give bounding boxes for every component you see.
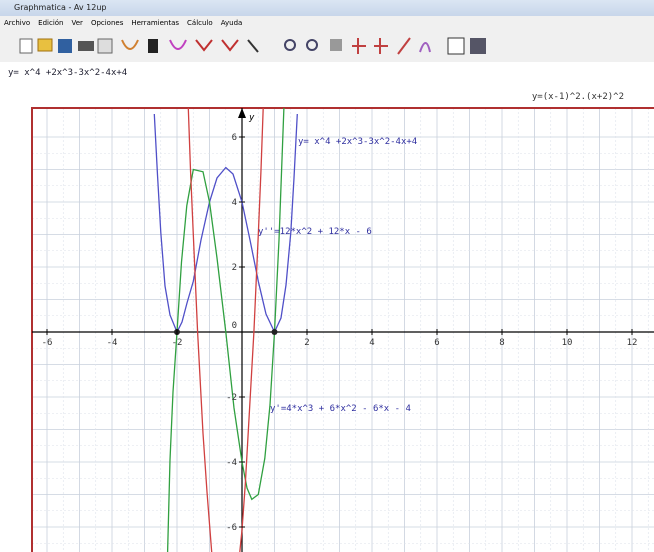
- y-tick-label: -6: [226, 523, 237, 533]
- y-tick-label: 2: [232, 263, 237, 273]
- tool-save[interactable]: [58, 39, 72, 53]
- tool-line[interactable]: [398, 38, 410, 54]
- tool-deriv[interactable]: [170, 40, 186, 49]
- curve-function: [154, 114, 297, 332]
- x-tick-label: -6: [42, 338, 53, 348]
- y-tick-label: -2: [226, 393, 237, 403]
- menu-item[interactable]: Ayuda: [221, 16, 243, 30]
- tool-table[interactable]: [148, 39, 158, 53]
- equation-input[interactable]: y= x^4 +2x^3-3x^2-4x+4: [0, 64, 654, 82]
- menu-item[interactable]: Cálculo: [187, 16, 213, 30]
- tick-labels: -6 -4 -2 2 4 6 8 10 12 6 4 2 0 -2 -4 -6: [42, 133, 638, 533]
- x-tick-label: 12: [627, 338, 638, 348]
- root-point: [174, 329, 180, 335]
- graph: y y= x^4 +2x^3-3x^2-4x+4 y''=12*x^2 + 12…: [0, 0, 654, 552]
- y-tick-label: 0: [232, 321, 237, 331]
- y-tick-label: 4: [232, 198, 237, 208]
- root-point: [272, 329, 278, 335]
- graph-frame: [32, 108, 654, 552]
- x-tick-label: -4: [107, 338, 118, 348]
- x-tick-label: -2: [172, 338, 183, 348]
- graphmatica-window: Graphmatica - Av 12up Archivo Edición Ve…: [0, 0, 654, 552]
- menu-item[interactable]: Herramientas: [131, 16, 179, 30]
- tool-zoom-out[interactable]: [307, 40, 317, 50]
- tool-new[interactable]: [20, 39, 32, 53]
- tool-grid[interactable]: [330, 39, 342, 51]
- title-bar: Graphmatica - Av 12up: [0, 0, 654, 16]
- menu-item[interactable]: Opciones: [91, 16, 123, 30]
- menu-bar: Archivo Edición Ver Opciones Herramienta…: [0, 16, 654, 30]
- tool-axes[interactable]: [352, 38, 366, 54]
- y-axis-name: y: [248, 113, 255, 123]
- x-tick-label: 6: [434, 338, 439, 348]
- tool-integral[interactable]: [420, 43, 430, 52]
- curve-second-derivative: [188, 108, 211, 552]
- tool-view[interactable]: [470, 38, 486, 54]
- x-tick-label: 10: [562, 338, 573, 348]
- menu-item[interactable]: Archivo: [4, 16, 30, 30]
- window-title: Graphmatica - Av 12up: [14, 3, 106, 12]
- menu-item[interactable]: Ver: [72, 16, 83, 30]
- y-axis-arrow: [238, 108, 246, 118]
- x-tick-label: 4: [369, 338, 374, 348]
- curve-label: y'=4*x^3 + 6*x^2 - 6*x - 4: [270, 404, 411, 414]
- x-tick-label: 8: [499, 338, 504, 348]
- curve-label: y= x^4 +2x^3-3x^2-4x+4: [298, 137, 417, 147]
- toolbar: [0, 30, 654, 62]
- curve-label: y''=12*x^2 + 12*x - 6: [258, 227, 372, 237]
- tool-tangent[interactable]: [196, 40, 212, 50]
- tool-layout[interactable]: [448, 38, 464, 54]
- tool-axes2[interactable]: [374, 38, 388, 54]
- tool-open[interactable]: [38, 39, 52, 51]
- status-equation: y=(x-1)^2.(x+2)^2: [532, 92, 624, 102]
- grid: [32, 108, 654, 552]
- tool-zoom-in[interactable]: [285, 40, 295, 50]
- curve-second-derivative: [240, 108, 263, 552]
- tool-print[interactable]: [78, 41, 94, 51]
- tool-curve[interactable]: [122, 40, 138, 49]
- tool-normal[interactable]: [222, 40, 238, 50]
- y-tick-label: -4: [226, 458, 237, 468]
- x-tick-label: 2: [304, 338, 309, 348]
- curve-first-derivative: [168, 108, 284, 552]
- y-tick-label: 6: [232, 133, 237, 143]
- tool-point[interactable]: [248, 40, 258, 52]
- tool-copy[interactable]: [98, 39, 112, 53]
- menu-item[interactable]: Edición: [38, 16, 63, 30]
